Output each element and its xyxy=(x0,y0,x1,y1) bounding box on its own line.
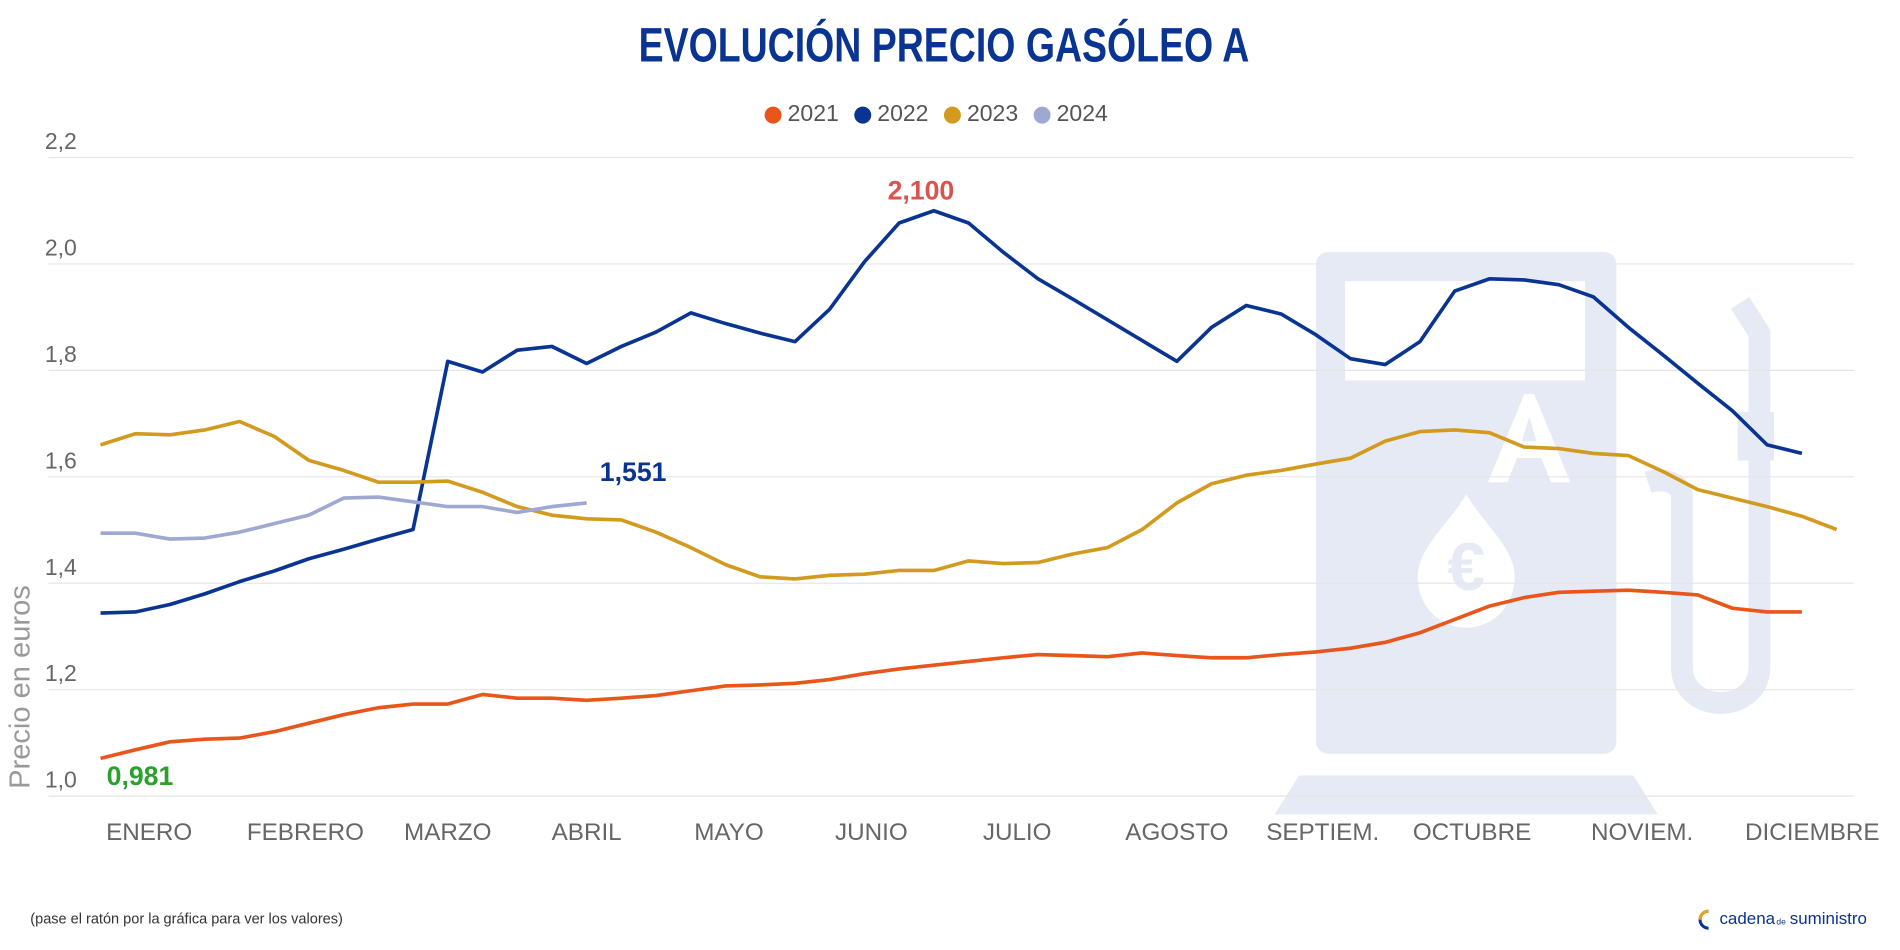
annotation: 2,100 xyxy=(888,176,955,206)
brand-text: suministro xyxy=(1790,909,1867,928)
legend-label[interactable]: 2021 xyxy=(788,100,839,126)
legend-marker[interactable] xyxy=(764,106,782,124)
legend-marker[interactable] xyxy=(1033,106,1051,124)
series-line xyxy=(100,588,1802,761)
x-tick-label: JULIO xyxy=(983,819,1052,846)
chart-title: EVOLUCIÓN PRECIO GASÓLEO A xyxy=(639,17,1250,72)
x-tick-label: ENERO xyxy=(106,819,192,846)
legend-label[interactable]: 2022 xyxy=(877,100,928,126)
legend-item[interactable]: 2022 xyxy=(854,100,928,126)
x-tick-label: JUNIO xyxy=(835,819,908,846)
y-tick-label: 1,4 xyxy=(45,554,77,580)
brand-icon xyxy=(1698,909,1709,920)
brand-text: de xyxy=(1776,916,1786,926)
series-line xyxy=(99,419,1838,581)
brand: cadena de suministro xyxy=(1698,909,1867,930)
legend-marker[interactable] xyxy=(854,106,872,124)
x-tick-label: OCTUBRE xyxy=(1413,819,1531,846)
y-axis-label: Precio en euros xyxy=(4,585,36,789)
y-tick-label: 2,2 xyxy=(45,128,77,154)
x-tick-label: AGOSTO xyxy=(1125,819,1228,846)
y-tick-label: 1,6 xyxy=(45,447,77,473)
legend: 2021 2022 2023 2024 xyxy=(764,100,1108,126)
brand-text: cadena xyxy=(1719,909,1775,928)
legend-item[interactable]: 2023 xyxy=(943,100,1018,126)
y-tick-label: 1,2 xyxy=(45,660,77,686)
x-tick-label: DICIEMBRE xyxy=(1745,819,1880,846)
x-tick-label: ABRIL xyxy=(552,819,622,846)
legend-item[interactable]: 2021 xyxy=(764,100,839,126)
y-tick-label: 2,0 xyxy=(45,234,77,260)
x-tick-label: NOVIEM. xyxy=(1591,819,1693,846)
legend-label[interactable]: 2023 xyxy=(967,100,1018,126)
x-tick-label: FEBRERO xyxy=(247,819,364,846)
y-tick-label: 1,0 xyxy=(45,767,77,793)
y-tick-label: 1,8 xyxy=(45,341,77,367)
annotation: 1,551 xyxy=(600,457,667,487)
legend-item[interactable]: 2024 xyxy=(1033,100,1108,126)
annotation: 0,981 xyxy=(107,761,174,791)
pump-watermark: € xyxy=(1274,252,1774,815)
footer-note: (pase el ratón por la gráfica para ver l… xyxy=(30,912,343,928)
x-tick-label: SEPTIEM. xyxy=(1266,819,1379,846)
legend-label[interactable]: 2024 xyxy=(1057,100,1108,126)
series-line xyxy=(100,208,1803,615)
series-line xyxy=(100,495,587,541)
legend-marker[interactable] xyxy=(943,106,961,124)
x-tick-label: MAYO xyxy=(694,819,764,846)
x-tick-label: MARZO xyxy=(404,819,491,846)
svg-text:€: € xyxy=(1447,530,1485,605)
